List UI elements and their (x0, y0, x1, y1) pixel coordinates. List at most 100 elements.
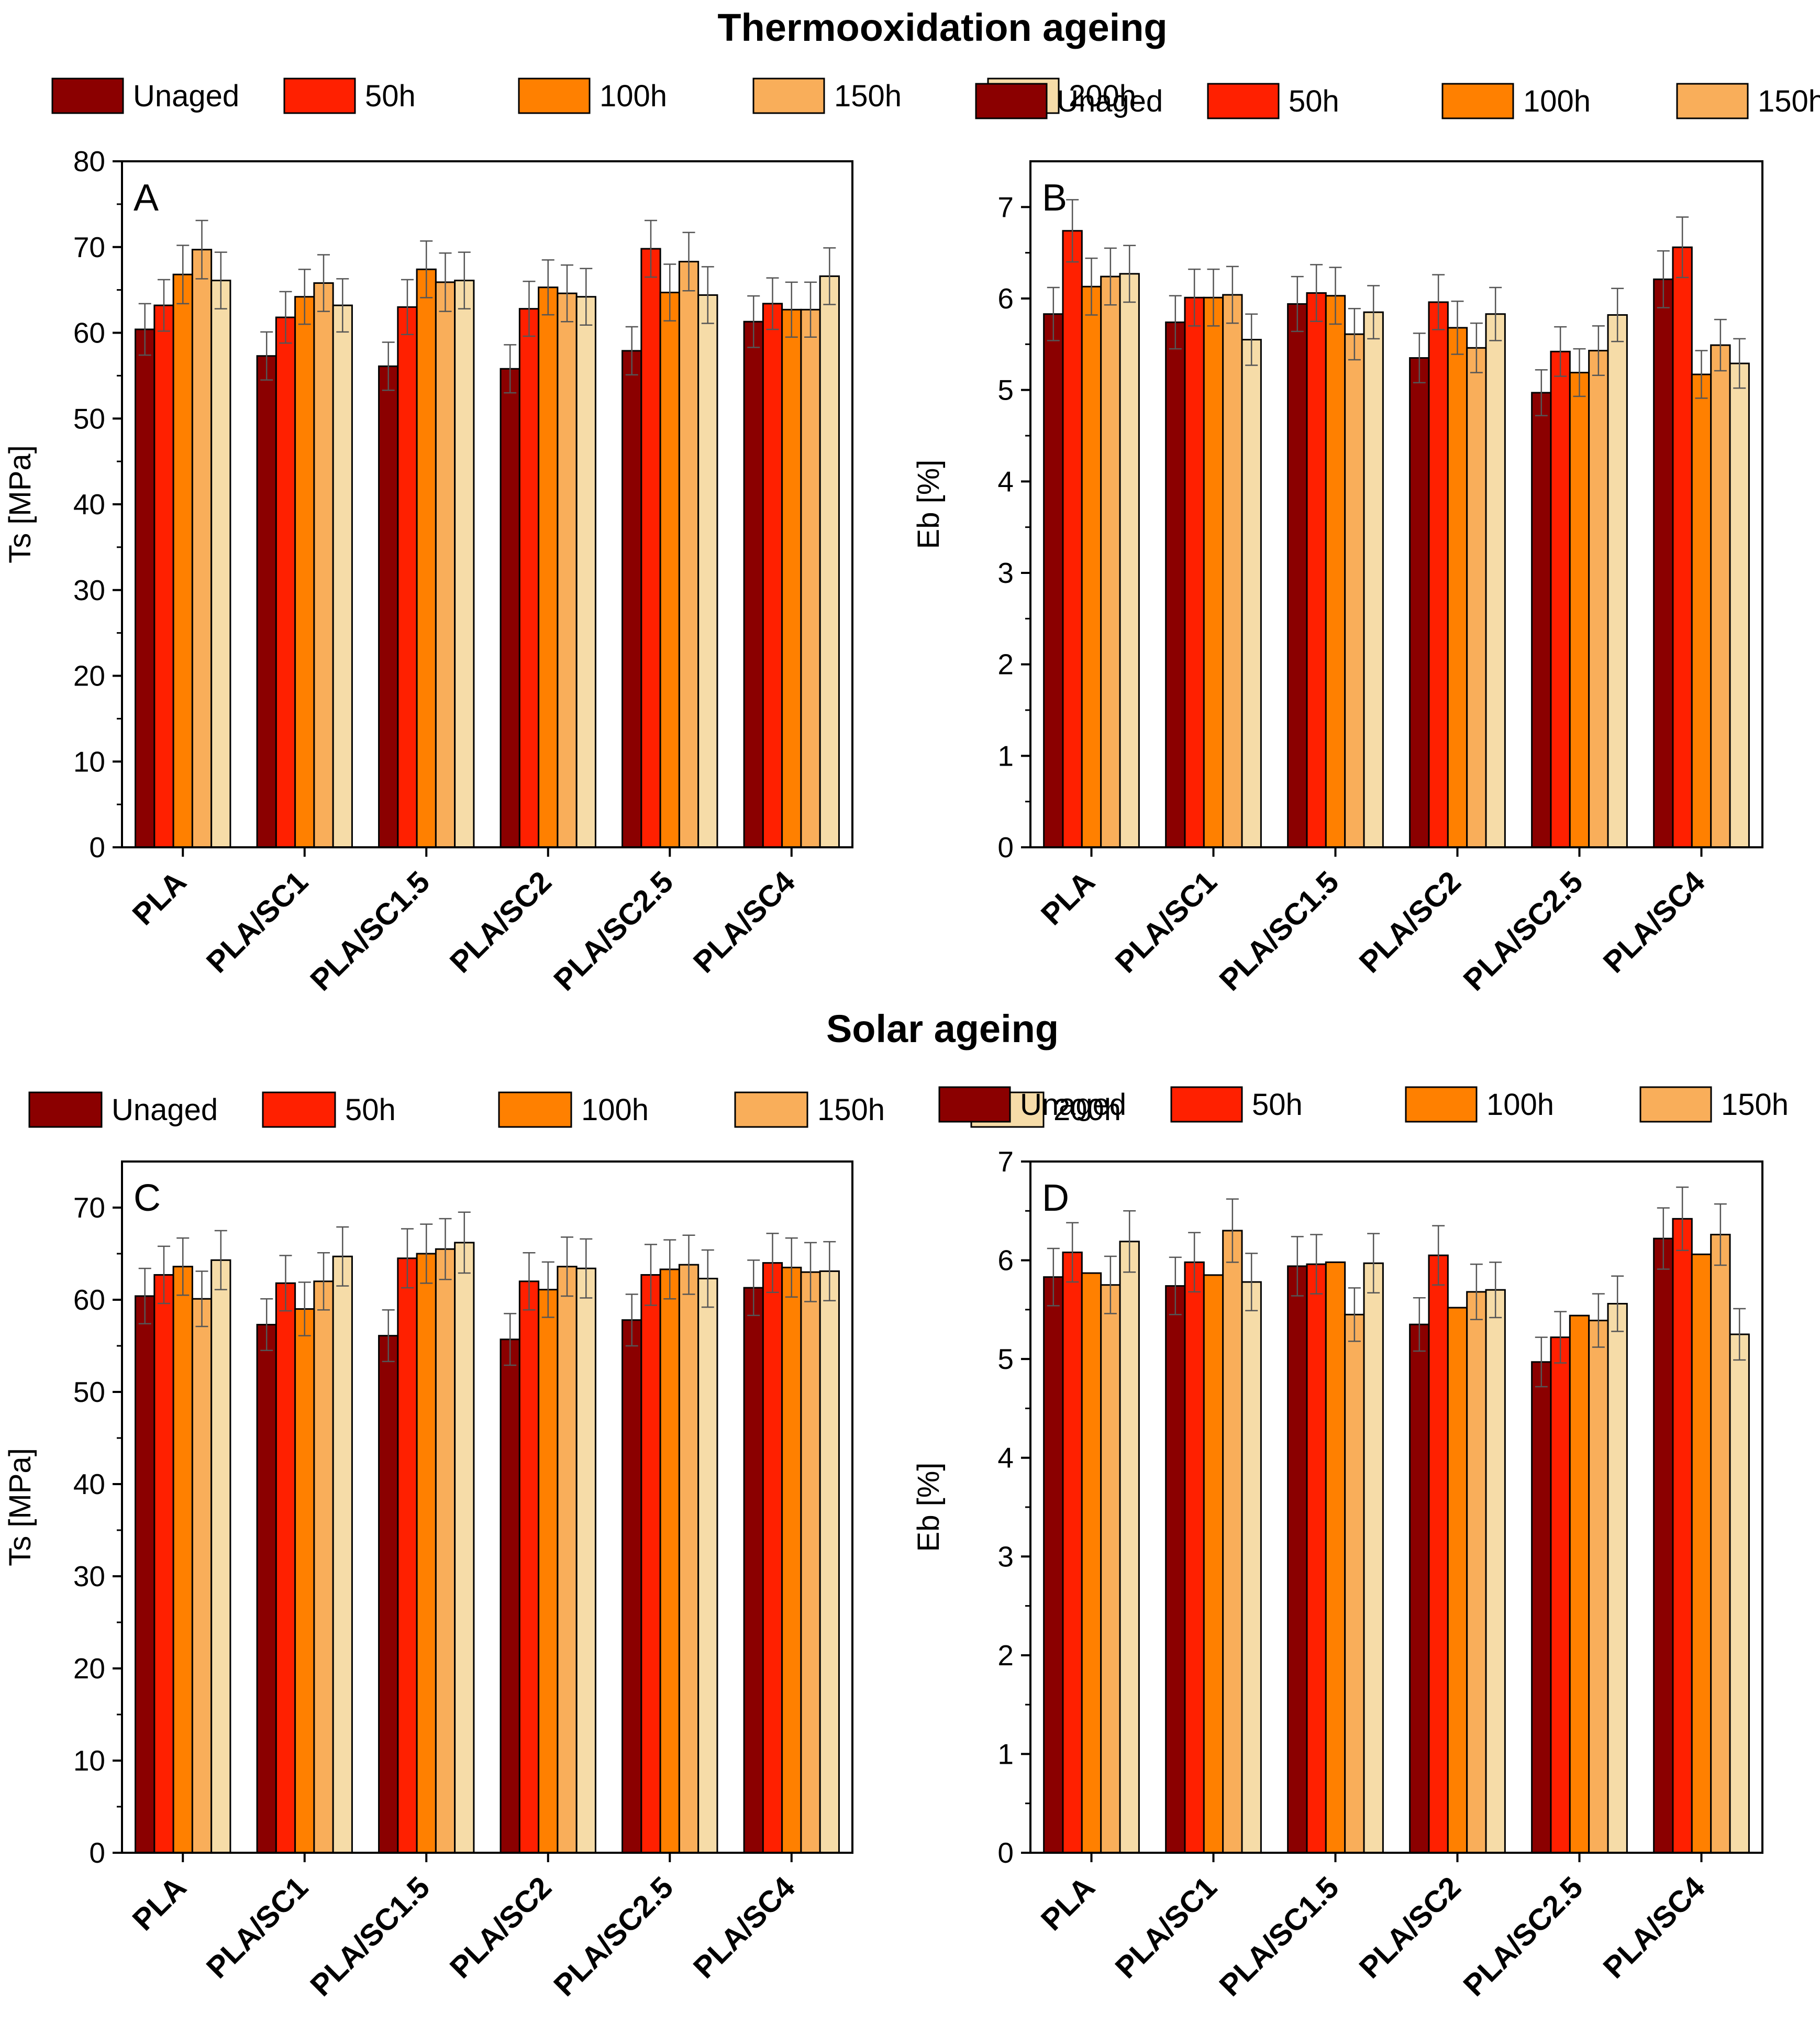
bar (1409, 357, 1430, 848)
bar (1203, 1274, 1224, 1854)
error-bar (1291, 275, 1304, 333)
error-bar (1470, 1263, 1483, 1320)
error-bar (1611, 287, 1624, 342)
bar (1588, 350, 1609, 848)
error-bar (561, 1236, 574, 1297)
panel-letter: D (1042, 1177, 1069, 1219)
error-bar (1657, 250, 1670, 308)
error-bar (747, 295, 760, 348)
bar (518, 308, 540, 848)
legend-swatch (752, 78, 825, 114)
bar (659, 1268, 680, 1854)
plot-frame (1029, 160, 1763, 848)
legend-label: Unaged (133, 79, 239, 113)
bar (1184, 1261, 1205, 1854)
error-bar (1611, 1275, 1624, 1332)
bar (1241, 1281, 1262, 1854)
bar (1241, 339, 1262, 848)
bar (781, 1266, 802, 1854)
chart-panel-d: Unaged50h100h150h200h01234567PLAPLA/SC1P… (912, 1086, 1789, 2003)
error-bar (138, 303, 151, 356)
y-tick-label: 60 (73, 317, 105, 349)
x-tick-label: PLA/SC4 (1597, 865, 1712, 979)
x-tick-label: PLA (126, 1870, 193, 1937)
bar (819, 275, 840, 848)
error-bar (1123, 1210, 1136, 1273)
y-tick-label: 5 (997, 1343, 1014, 1375)
x-tick-label: PLA/SC2 (443, 1870, 558, 1985)
legend-swatch (1405, 1086, 1478, 1123)
bar (1043, 313, 1064, 848)
error-bar (561, 264, 574, 323)
legend-label: Unaged (112, 1093, 218, 1127)
error-bar (176, 1237, 190, 1296)
error-bar (625, 1293, 638, 1347)
bar (1119, 1241, 1140, 1854)
error-bar (663, 263, 676, 322)
plot-frame (1029, 1160, 1763, 1854)
bar (575, 1267, 596, 1854)
x-tick-label: PLA/SC1 (1109, 1870, 1224, 1985)
bar (1672, 1218, 1693, 1854)
y-tick-label: 30 (73, 574, 105, 606)
y-tick-label: 20 (73, 1652, 105, 1685)
y-tick-label: 5 (997, 374, 1014, 406)
error-bar (766, 1233, 779, 1293)
bar (1691, 373, 1712, 848)
bar (1287, 1265, 1308, 1854)
bar (256, 1324, 277, 1854)
error-bar (279, 1255, 292, 1312)
legend-label: 100h (581, 1093, 649, 1127)
y-tick-label: 20 (73, 660, 105, 692)
bar (1550, 350, 1571, 848)
bar (294, 296, 315, 848)
error-bar (580, 1238, 593, 1299)
x-tick-label: PLA/SC1.5 (304, 865, 436, 997)
error-bar (1207, 268, 1220, 327)
y-tick-label: 70 (73, 1191, 105, 1224)
error-bar (298, 269, 311, 325)
x-tick-label: PLA/SC4 (687, 1870, 802, 1985)
bar (275, 1282, 296, 1854)
x-tick-label: PLA/SC2.5 (1457, 865, 1589, 997)
error-bar (1348, 307, 1361, 361)
bar (1531, 392, 1552, 848)
bar (1363, 1262, 1384, 1854)
error-bar (1714, 318, 1727, 372)
error-bar (1489, 1262, 1502, 1319)
bar (294, 1308, 315, 1854)
error-bar (1066, 199, 1079, 263)
bar (1607, 1303, 1628, 1854)
error-bar (541, 1261, 554, 1318)
y-tick-label: 3 (997, 557, 1014, 589)
bar (378, 1335, 399, 1854)
bar (1428, 301, 1449, 848)
bar (1466, 347, 1487, 848)
error-bar (785, 1237, 798, 1298)
y-axis-title: Eb [%] (912, 460, 946, 549)
bar (1710, 1234, 1731, 1854)
error-bar (138, 1267, 151, 1325)
bar (1081, 285, 1102, 848)
bar (622, 1319, 642, 1854)
error-bar (1123, 245, 1136, 303)
error-bar (1310, 1234, 1323, 1295)
error-bar (682, 231, 695, 292)
y-tick-label: 6 (997, 282, 1014, 315)
bar (172, 1266, 193, 1854)
bar (1222, 294, 1243, 848)
bar (622, 350, 642, 848)
error-bar (747, 1259, 760, 1317)
bar (1119, 273, 1140, 848)
panel-letter: A (134, 177, 159, 219)
legend-swatch (518, 78, 591, 114)
legend-swatch (1207, 83, 1280, 119)
x-tick-label: PLA/SC1 (1109, 865, 1224, 979)
error-bar (1329, 267, 1342, 325)
y-tick-label: 0 (997, 831, 1014, 864)
error-bar (382, 1309, 395, 1363)
error-bar (804, 281, 817, 338)
bar (1428, 1254, 1449, 1854)
legend-label: 50h (345, 1093, 396, 1127)
